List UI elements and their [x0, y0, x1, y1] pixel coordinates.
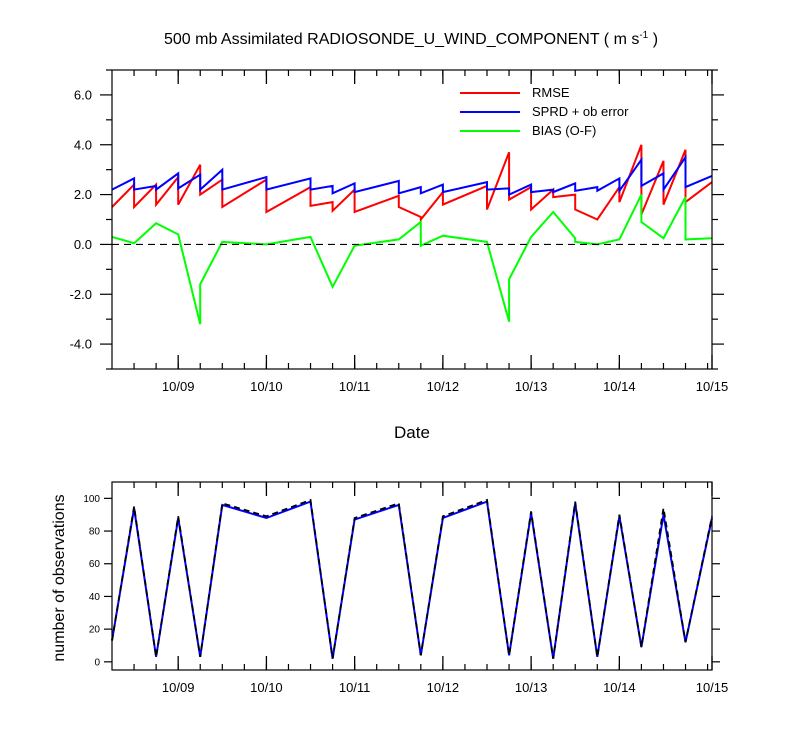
- x-tick-label: 10/11: [339, 379, 371, 394]
- x-tick-label: 10/13: [515, 379, 548, 394]
- series-line-observations-dashed: [111, 498, 713, 659]
- legend-label: SPRD + ob error: [532, 104, 629, 119]
- x-tick-label: 10/14: [603, 680, 636, 695]
- y-axis-label-observations: number of observations: [51, 494, 68, 661]
- bottom-plot-frame: [111, 481, 713, 671]
- y-tick-label: 20: [89, 625, 101, 636]
- chart-title: 500 mb Assimilated RADIOSONDE_U_WIND_COM…: [164, 30, 658, 48]
- x-tick-label: 10/11: [339, 680, 371, 695]
- y-tick-label: -4.0: [70, 337, 92, 352]
- y-tick-label: 40: [89, 592, 101, 603]
- y-tick-label: 60: [89, 559, 101, 570]
- bottom-axes: 10/09 10/10 10/11 10/12 10/13 10/14 10/15 100 80…: [83, 482, 728, 695]
- x-tick-label: 10/10: [250, 379, 283, 394]
- y-tick-label: 4.0: [74, 137, 92, 152]
- legend: RMSE SPRD + ob error BIAS (O-F): [460, 85, 629, 138]
- x-tick-label: 10/09: [162, 680, 195, 695]
- y-tick-label: 80: [89, 527, 101, 538]
- x-tick-label: 10/10: [250, 680, 283, 695]
- x-tick-label: 10/12: [427, 680, 460, 695]
- x-tick-label: 10/13: [515, 680, 548, 695]
- series-line-bias-o-f: [111, 194, 713, 325]
- x-tick-label: 10/15: [696, 379, 729, 394]
- x-tick-label: 10/09: [162, 379, 195, 394]
- y-tick-label: 100: [83, 494, 100, 505]
- top-series-group: [111, 144, 713, 325]
- bottom-plot: 10/09 10/10 10/11 10/12 10/13 10/14 10/15 100 80…: [83, 481, 728, 695]
- y-tick-label: -2.0: [70, 287, 92, 302]
- x-axis-label: Date: [394, 423, 430, 442]
- x-tick-label: 10/15: [696, 680, 729, 695]
- series-line-sprd-ob-error: [111, 153, 713, 197]
- y-tick-label: 6.0: [74, 87, 92, 102]
- legend-label: BIAS (O-F): [532, 123, 596, 138]
- top-plot: 10/09 10/10 10/11 10/12 10/13 10/14 10/15 6.0 4.…: [70, 69, 729, 394]
- y-tick-label: 2.0: [74, 187, 92, 202]
- x-tick-label: 10/12: [427, 379, 460, 394]
- top-axes: 10/09 10/10 10/11 10/12 10/13 10/14 10/15 6.0 4.…: [70, 69, 729, 394]
- y-tick-label: 0.0: [74, 237, 92, 252]
- bottom-series-group: [111, 498, 713, 659]
- y-tick-label: 0: [94, 657, 100, 668]
- x-tick-label: 10/14: [603, 379, 636, 394]
- legend-label: RMSE: [532, 85, 570, 100]
- series-line-rmse: [111, 144, 713, 223]
